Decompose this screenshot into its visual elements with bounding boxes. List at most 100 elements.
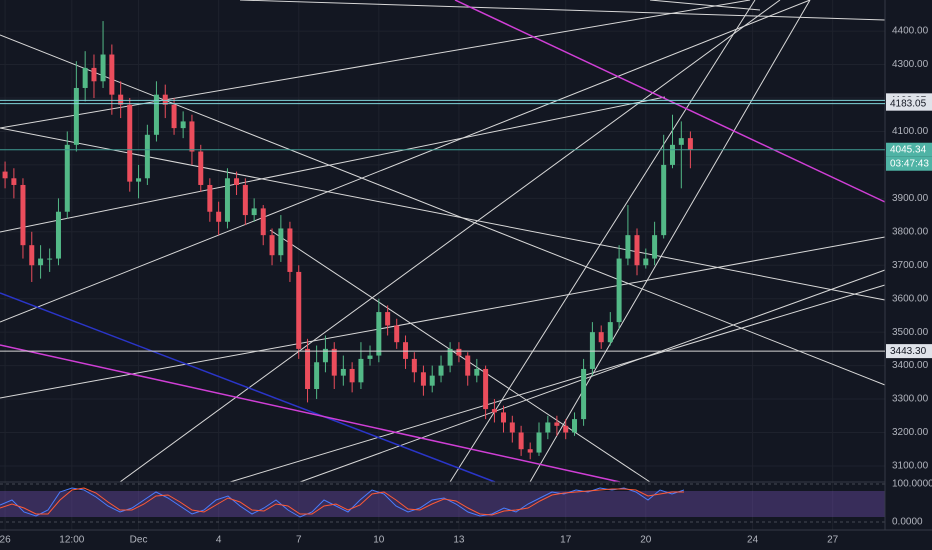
- y-tick-label: 4400.00: [892, 26, 929, 37]
- trend-line: [454, 0, 886, 203]
- candle-body: [64, 144, 70, 212]
- y-tick-label: 3400.00: [892, 360, 929, 371]
- oscillator-panel: [0, 481, 885, 523]
- candle-body: [501, 412, 507, 423]
- trend-line: [0, 96, 666, 233]
- x-tick-label: 7: [296, 535, 302, 546]
- candle-body: [73, 87, 79, 145]
- candle-body: [260, 208, 266, 236]
- trend-line: [649, 0, 761, 11]
- candle-body: [589, 332, 595, 369]
- candle-body: [367, 355, 373, 359]
- candle-body: [100, 54, 106, 82]
- x-tick-label: 13: [453, 535, 465, 546]
- candle-body: [518, 432, 524, 450]
- candle-body: [314, 362, 320, 390]
- candle-body: [394, 325, 400, 343]
- oscillator-signal: [0, 487, 684, 516]
- candle-body: [474, 368, 480, 376]
- candle-body: [340, 368, 346, 376]
- y-tick-label: 3500.00: [892, 327, 929, 338]
- candle-body: [545, 422, 551, 433]
- candle-body: [581, 368, 587, 420]
- trend-line: [449, 0, 756, 483]
- candle-body: [278, 228, 284, 256]
- candles: [2, 21, 693, 460]
- candle-body: [625, 235, 631, 259]
- candle-body: [536, 432, 542, 453]
- y-tick-label: 3300.00: [892, 394, 929, 405]
- trend-line: [0, 0, 751, 129]
- candle-body: [483, 368, 489, 410]
- candle-body: [643, 258, 649, 266]
- candle-body: [572, 419, 578, 433]
- trend-line: [239, 0, 886, 21]
- candle-body: [2, 171, 8, 179]
- y-tick-label: 3700.00: [892, 260, 929, 271]
- candle-body: [411, 358, 417, 373]
- price-label: 4183.05: [890, 98, 927, 109]
- candle-body: [91, 67, 97, 82]
- trend-line: [0, 344, 621, 483]
- candle-body: [527, 449, 533, 453]
- candle-body: [669, 144, 675, 165]
- candle-body: [82, 67, 88, 88]
- x-tick-label: 26: [0, 535, 11, 546]
- x-tick-label: Dec: [130, 535, 148, 546]
- candle-body: [420, 372, 426, 386]
- x-tick-label: 10: [373, 535, 385, 546]
- candle-body: [251, 208, 257, 216]
- oscillator-tick-label: 0.0000: [892, 517, 923, 528]
- candle-body: [634, 235, 640, 266]
- x-tick-label: 27: [827, 535, 839, 546]
- grid: [0, 0, 885, 530]
- candle-body: [661, 164, 667, 236]
- candle-body: [376, 312, 382, 356]
- trend-line: [529, 0, 811, 483]
- candle-body: [11, 178, 17, 185]
- x-tick-label: 20: [640, 535, 652, 546]
- x-tick-label: 4: [216, 535, 222, 546]
- candle-body: [234, 178, 240, 185]
- candle-body: [287, 228, 293, 272]
- candle-body: [162, 94, 168, 105]
- candle-body: [269, 235, 275, 256]
- trend-line: [119, 0, 781, 483]
- trend-line: [0, 236, 886, 399]
- y-tick-label: 4100.00: [892, 126, 929, 137]
- candle-body: [331, 348, 337, 376]
- candle-body: [456, 348, 462, 356]
- candle-body: [180, 121, 186, 129]
- candle-body: [242, 184, 248, 216]
- candle-body: [509, 422, 515, 433]
- y-tick-label: 3100.00: [892, 461, 929, 472]
- trend-line: [229, 284, 886, 483]
- price-label: 3443.30: [890, 346, 927, 357]
- price-label-box: [886, 344, 932, 359]
- countdown-box: [886, 156, 932, 171]
- candle-body: [491, 409, 497, 413]
- candle-body: [678, 138, 684, 145]
- candle-body: [429, 375, 435, 386]
- candle-body: [55, 211, 61, 259]
- candle-body: [296, 271, 302, 349]
- y-tick-label: 3900.00: [892, 193, 929, 204]
- price-label: 4045.34: [890, 144, 927, 155]
- x-tick-label: 12:00: [59, 535, 84, 546]
- candle-body: [198, 151, 204, 185]
- candle-body: [153, 94, 159, 135]
- candle-body: [349, 368, 355, 383]
- candle-body: [216, 211, 222, 222]
- candle-body: [144, 134, 150, 179]
- trend-line: [0, 292, 496, 483]
- y-tick-label: 3600.00: [892, 293, 929, 304]
- candle-body: [38, 258, 44, 266]
- candle-body: [109, 54, 115, 95]
- candle-body: [305, 348, 311, 390]
- candle-body: [136, 178, 142, 182]
- candle-body: [118, 94, 124, 105]
- oscillator-band: [0, 491, 885, 517]
- price-label-box: [886, 96, 932, 111]
- oscillator-tick-label: 100.0000: [892, 479, 932, 490]
